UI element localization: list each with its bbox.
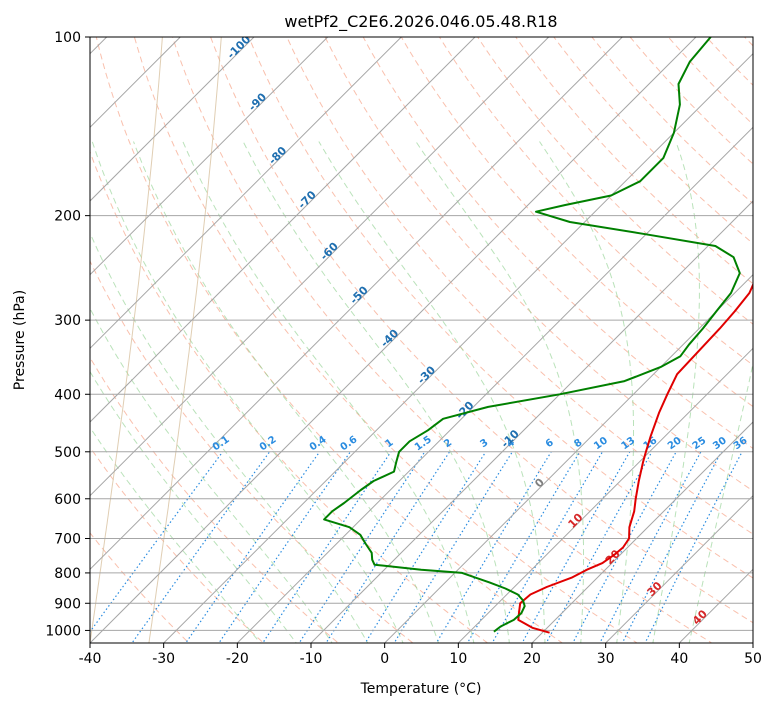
moist-adiabat	[688, 361, 753, 643]
dry-adiabat	[90, 356, 340, 643]
plot-frame	[89, 36, 754, 644]
moist-adiabat	[90, 426, 261, 643]
x-axis: -40 -30 -20 -10 0 10 20 30 40 50	[79, 643, 762, 667]
dry-adiabat	[90, 259, 414, 643]
y-tick-label: 900	[54, 596, 81, 612]
isotherm-line	[90, 37, 550, 497]
dry-adiabat	[324, 37, 753, 492]
moist-adiabat	[90, 307, 333, 643]
dry-adiabat	[133, 37, 638, 643]
moist-adiabat	[91, 141, 404, 643]
x-tick-label: -20	[226, 651, 249, 667]
y-tick-label: 800	[54, 566, 81, 582]
moist-adiabat	[242, 141, 510, 643]
isotherm-line	[90, 37, 623, 571]
moist-adiabat	[90, 370, 297, 643]
dewpoint-profile	[323, 37, 741, 633]
x-tick-label: 20	[523, 651, 541, 667]
isotherm-line	[531, 421, 753, 643]
isotherm-line	[457, 347, 753, 643]
dry-adiabat	[248, 37, 753, 579]
dry-adiabat	[210, 37, 753, 624]
isotherm-line	[163, 52, 753, 643]
isotherm-line	[310, 200, 753, 643]
isotherm-line	[90, 37, 255, 202]
dry-adiabat	[90, 446, 265, 643]
isotherm-line	[90, 37, 329, 276]
moist-adiabat	[318, 141, 546, 643]
y-axis-label: Pressure (hPa)	[12, 290, 28, 390]
x-tick-label: 50	[744, 651, 762, 667]
isotherm-line	[90, 37, 697, 643]
isotherm-line	[236, 126, 753, 643]
dry-adiabat	[477, 37, 753, 325]
moist-adiabat	[182, 141, 475, 643]
moist-adiabat	[90, 231, 369, 643]
y-tick-label: 100	[54, 30, 81, 46]
chart-title: wetPf2_C2E6.2026.046.05.48.R18	[284, 12, 557, 32]
x-tick-label: 40	[670, 651, 688, 667]
x-tick-label: -40	[79, 651, 102, 667]
y-tick-label: 1000	[45, 623, 81, 639]
x-tick-label: 30	[597, 651, 615, 667]
y-tick-label: 600	[54, 492, 81, 508]
reference-arc	[90, 37, 163, 643]
temperature-profile	[517, 251, 753, 634]
dry-adiabat	[438, 37, 753, 366]
x-tick-label: -10	[300, 651, 323, 667]
plot-area: 0.1 0.2 0.4 0.6 1 1.5 2 3 4 6 8 10 13 16 20 25 30 36-100-…	[90, 37, 753, 643]
grid-lines	[90, 37, 753, 643]
isotherm-line	[605, 494, 753, 643]
moist-adiabat	[415, 141, 584, 643]
y-tick-label: 200	[54, 209, 81, 225]
dry-adiabat	[90, 150, 489, 643]
dry-adiabat	[171, 37, 713, 643]
y-tick-label: 400	[54, 387, 81, 403]
y-tick-label: 300	[54, 313, 81, 329]
x-axis-label: Temperature (°C)	[360, 681, 482, 697]
y-tick-label: 700	[54, 532, 81, 548]
isotherm-line	[90, 37, 402, 350]
y-axis: 1000 900 800 700 600 500 400 300 200 100	[45, 30, 90, 639]
moist-adiabat	[652, 141, 700, 643]
x-tick-label: 0	[380, 651, 389, 667]
dry-adiabat	[286, 37, 753, 535]
isotherm-line	[90, 37, 476, 423]
x-tick-label: 10	[449, 651, 467, 667]
moist-adiabat	[539, 141, 634, 643]
sounding-profiles	[323, 37, 753, 634]
isotherm-line	[384, 273, 753, 643]
dry-adiabat	[90, 532, 190, 643]
x-tick-label: -30	[152, 651, 175, 667]
y-tick-label: 500	[54, 445, 81, 461]
